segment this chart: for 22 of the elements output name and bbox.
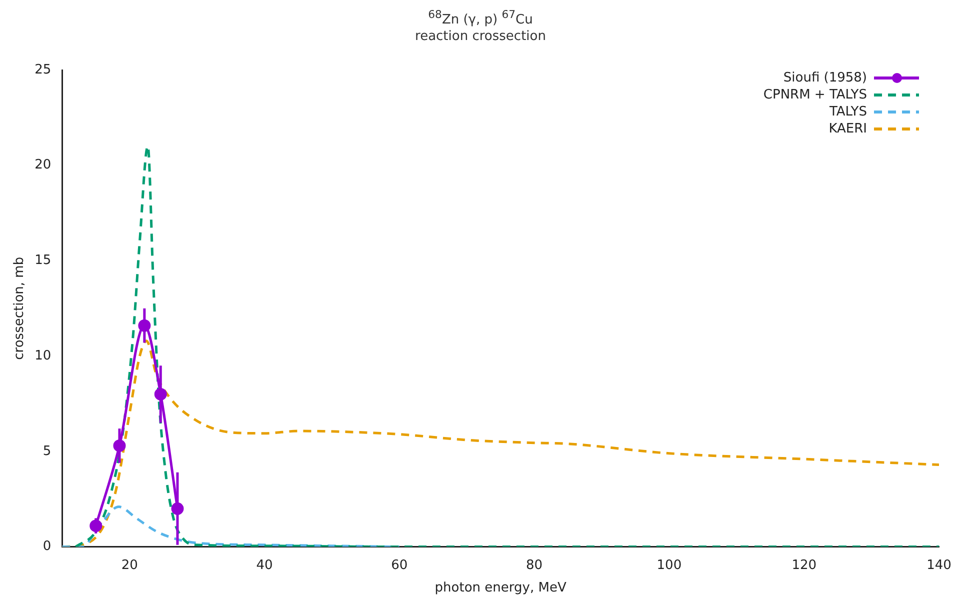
y-tick-label: 5: [42, 444, 52, 459]
y-axis-title: crossection, mb: [12, 256, 28, 360]
y-tick-label: 10: [34, 348, 52, 364]
legend-label: TALYS: [828, 104, 867, 120]
line-series: [62, 506, 401, 547]
y-tick-label: 15: [34, 253, 52, 268]
y-tick-label: 20: [34, 158, 52, 173]
x-tick-label: 120: [792, 558, 817, 573]
x-tick-label: 40: [256, 558, 273, 573]
x-tick-label: 140: [926, 558, 952, 573]
x-axis-title: photon energy, MeV: [434, 580, 566, 596]
x-tick-label: 20: [121, 558, 138, 573]
x-tick-label: 100: [656, 558, 682, 573]
chart-title: $^{68}$Zn (γ, p) $^{67}$Cu: [427, 7, 534, 28]
y-tick-label: 0: [42, 539, 52, 554]
legend-label: CPNRM + TALYS: [763, 87, 867, 102]
x-tick-label: 80: [526, 558, 543, 573]
y-tick-label: 25: [34, 62, 52, 78]
chart-subtitle: reaction crossection: [414, 28, 547, 46]
legend-label: Sioufi (1958): [783, 70, 867, 86]
legend-label: KAERI: [828, 121, 867, 136]
x-tick-label: 60: [391, 558, 408, 573]
